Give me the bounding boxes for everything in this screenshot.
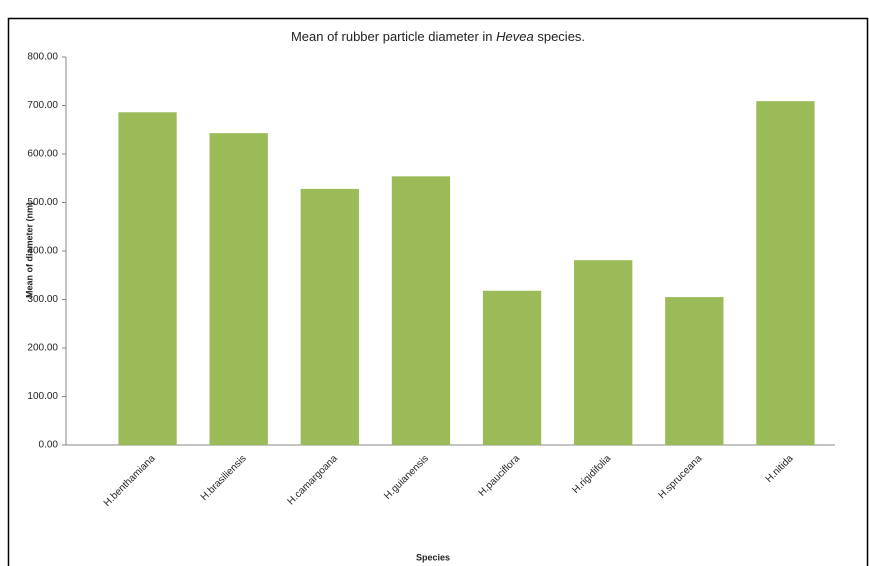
x-axis-label: Species xyxy=(416,552,450,562)
bar xyxy=(756,101,815,445)
bar xyxy=(300,188,359,446)
y-tick-label: 400.00 xyxy=(27,246,58,257)
y-tick-label: 500.00 xyxy=(27,197,58,208)
bar xyxy=(574,260,633,445)
y-tick-label: 100.00 xyxy=(27,391,58,402)
bar xyxy=(209,133,268,445)
bar xyxy=(482,290,542,445)
bar xyxy=(391,176,451,445)
bar xyxy=(665,297,724,445)
y-tick-label: 200.00 xyxy=(27,343,58,354)
title-text: species. xyxy=(534,29,585,44)
chart-title: Mean of rubber particle diameter in Heve… xyxy=(291,29,585,44)
y-tick-label: 600.00 xyxy=(27,149,58,160)
title-italic: Hevea xyxy=(496,29,534,44)
bar xyxy=(118,112,177,445)
y-tick-label: 0.00 xyxy=(39,440,59,451)
y-axis-label: Mean of diameter (nm) xyxy=(24,202,34,298)
y-tick-label: 800.00 xyxy=(27,52,58,63)
title-text: Mean of rubber particle diameter in xyxy=(291,29,496,44)
y-tick-label: 700.00 xyxy=(27,100,58,111)
y-tick-label: 300.00 xyxy=(27,294,58,305)
